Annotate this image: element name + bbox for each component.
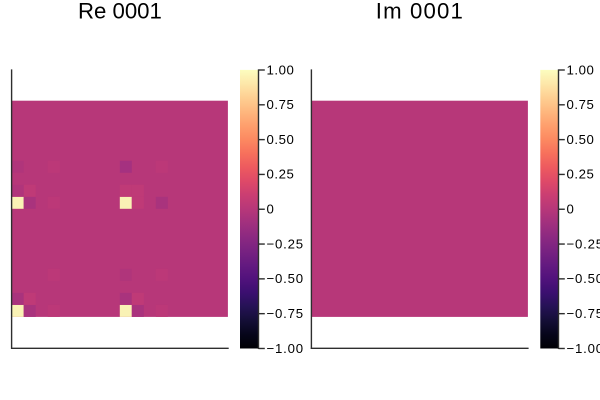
- svg-text:Re 0001: Re 0001: [78, 0, 162, 23]
- svg-text:0.50: 0.50: [567, 132, 595, 147]
- svg-text:−0.75: −0.75: [567, 306, 600, 321]
- svg-text:Im 0001: Im 0001: [376, 0, 464, 23]
- svg-text:0.50: 0.50: [267, 132, 295, 147]
- svg-text:0.25: 0.25: [267, 167, 295, 182]
- svg-text:0.75: 0.75: [267, 97, 295, 112]
- svg-text:0: 0: [567, 202, 574, 217]
- svg-text:−0.50: −0.50: [567, 271, 600, 286]
- svg-text:−1.00: −1.00: [567, 341, 600, 356]
- svg-text:−0.75: −0.75: [267, 306, 304, 321]
- svg-text:−0.25: −0.25: [267, 236, 304, 251]
- svg-text:−1.00: −1.00: [267, 341, 304, 356]
- svg-text:−0.25: −0.25: [567, 236, 600, 251]
- svg-text:0.25: 0.25: [567, 167, 595, 182]
- svg-text:−0.50: −0.50: [267, 271, 304, 286]
- svg-text:1.00: 1.00: [267, 62, 295, 77]
- svg-text:0: 0: [267, 202, 274, 217]
- svg-text:0.75: 0.75: [567, 97, 595, 112]
- svg-text:1.00: 1.00: [567, 62, 595, 77]
